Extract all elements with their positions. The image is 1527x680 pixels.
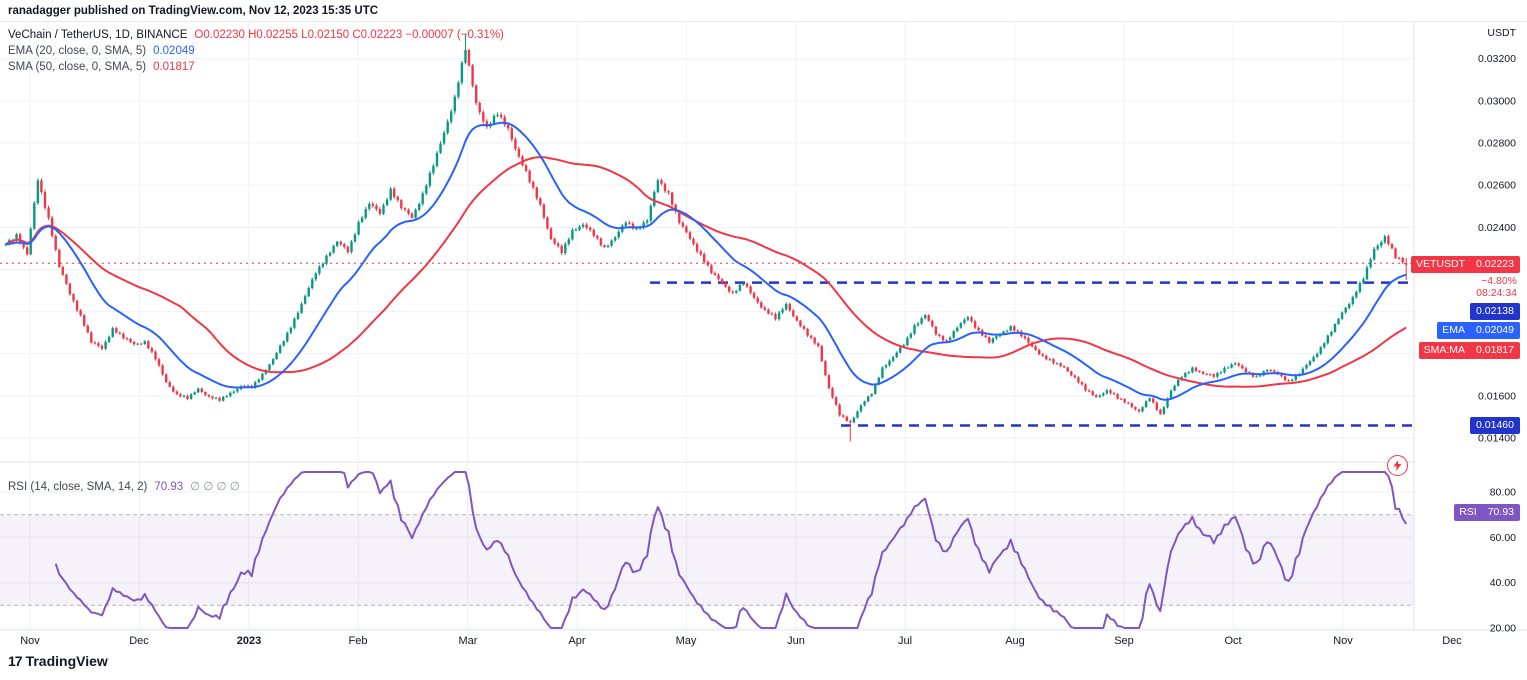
rsi-line[interactable] <box>54 471 1408 629</box>
svg-text:May: May <box>676 635 697 647</box>
price-axis-labels[interactable]: USDT 0.03200 0.03000 0.02800 0.02600 0.02400 0… <box>1478 27 1517 635</box>
rsi-label: RSI (14, close, SMA, 14, 2) <box>8 481 148 493</box>
svg-text:Aug: Aug <box>1005 635 1025 647</box>
svg-text:Nov: Nov <box>20 635 40 647</box>
svg-text:Dec: Dec <box>129 635 149 647</box>
svg-text:Mar: Mar <box>459 635 478 647</box>
sma-line[interactable] <box>5 156 1407 388</box>
rsi-legend-row[interactable]: RSI (14, close, SMA, 14, 2) 70.93 ∅ ∅ ∅ … <box>8 479 240 493</box>
series-ohlc-values: O0.02230 H0.02255 L0.02150 C0.02223 −0.0… <box>194 29 504 41</box>
ema-line[interactable] <box>5 121 1407 401</box>
svg-text:Nov: Nov <box>1333 635 1353 647</box>
svg-text:0.01400: 0.01400 <box>1478 433 1516 445</box>
ema-value: 0.02049 <box>153 45 195 57</box>
svg-text:Jul: Jul <box>898 635 912 647</box>
flash-icon[interactable] <box>1387 455 1408 476</box>
svg-text:20.00: 20.00 <box>1490 623 1516 635</box>
grid <box>0 22 1414 630</box>
svg-text:Jun: Jun <box>787 635 805 647</box>
svg-text:Dec: Dec <box>1442 635 1462 647</box>
svg-text:Sep: Sep <box>1114 635 1134 647</box>
time-axis-labels[interactable]: Nov Dec 2023 Feb Mar Apr May Jun Jul Aug Sep Oct Nov… <box>20 635 1462 647</box>
svg-text:60.00: 60.00 <box>1490 532 1516 544</box>
chart-legend: VeChain / TetherUS, 1D, BINANCE O0.02230… <box>8 27 504 75</box>
rsi-band <box>0 514 1414 606</box>
svg-text:0.03000: 0.03000 <box>1478 95 1516 107</box>
levels[interactable] <box>650 281 1414 427</box>
tradingview-logo-mark: 17 <box>8 653 23 669</box>
series-legend-row[interactable]: VeChain / TetherUS, 1D, BINANCE O0.02230… <box>8 27 504 43</box>
tradingview-logo-text: TradingView <box>25 653 108 669</box>
svg-text:0.02600: 0.02600 <box>1478 180 1516 192</box>
sma-label: SMA (50, close, 0, SMA, 5) <box>8 61 147 73</box>
sma-legend-row[interactable]: SMA (50, close, 0, SMA, 5) 0.01817 <box>8 59 504 75</box>
svg-text:0.03200: 0.03200 <box>1478 53 1516 65</box>
svg-text:0.02400: 0.02400 <box>1478 222 1516 234</box>
published-header: ranadagger published on TradingView.com,… <box>0 0 1527 22</box>
svg-text:0.02800: 0.02800 <box>1478 138 1516 150</box>
rsi-value: 70.93 <box>154 481 184 493</box>
published-line: ranadagger published on TradingView.com,… <box>8 4 379 17</box>
svg-text:Oct: Oct <box>1224 635 1241 647</box>
tradingview-logo[interactable]: 17 TradingView <box>8 653 108 669</box>
ema-legend-row[interactable]: EMA (20, close, 0, SMA, 5) 0.02049 <box>8 43 504 59</box>
lightning-bolt-icon <box>1393 459 1402 472</box>
svg-text:80.00: 80.00 <box>1490 487 1516 499</box>
sma-value: 0.01817 <box>153 61 195 73</box>
pane-separators <box>0 22 1527 631</box>
series-title: VeChain / TetherUS, 1D, BINANCE <box>8 29 188 41</box>
candles <box>4 33 1408 442</box>
svg-text:2023: 2023 <box>237 635 261 647</box>
rsi-hidden-values: ∅ ∅ ∅ ∅ <box>190 481 240 493</box>
svg-text:40.00: 40.00 <box>1490 577 1516 589</box>
svg-text:0.01600: 0.01600 <box>1478 391 1516 403</box>
svg-text:Apr: Apr <box>568 635 585 647</box>
svg-text:Feb: Feb <box>349 635 368 647</box>
axis-currency-label: USDT <box>1487 27 1516 39</box>
ema-label: EMA (20, close, 0, SMA, 5) <box>8 45 147 57</box>
